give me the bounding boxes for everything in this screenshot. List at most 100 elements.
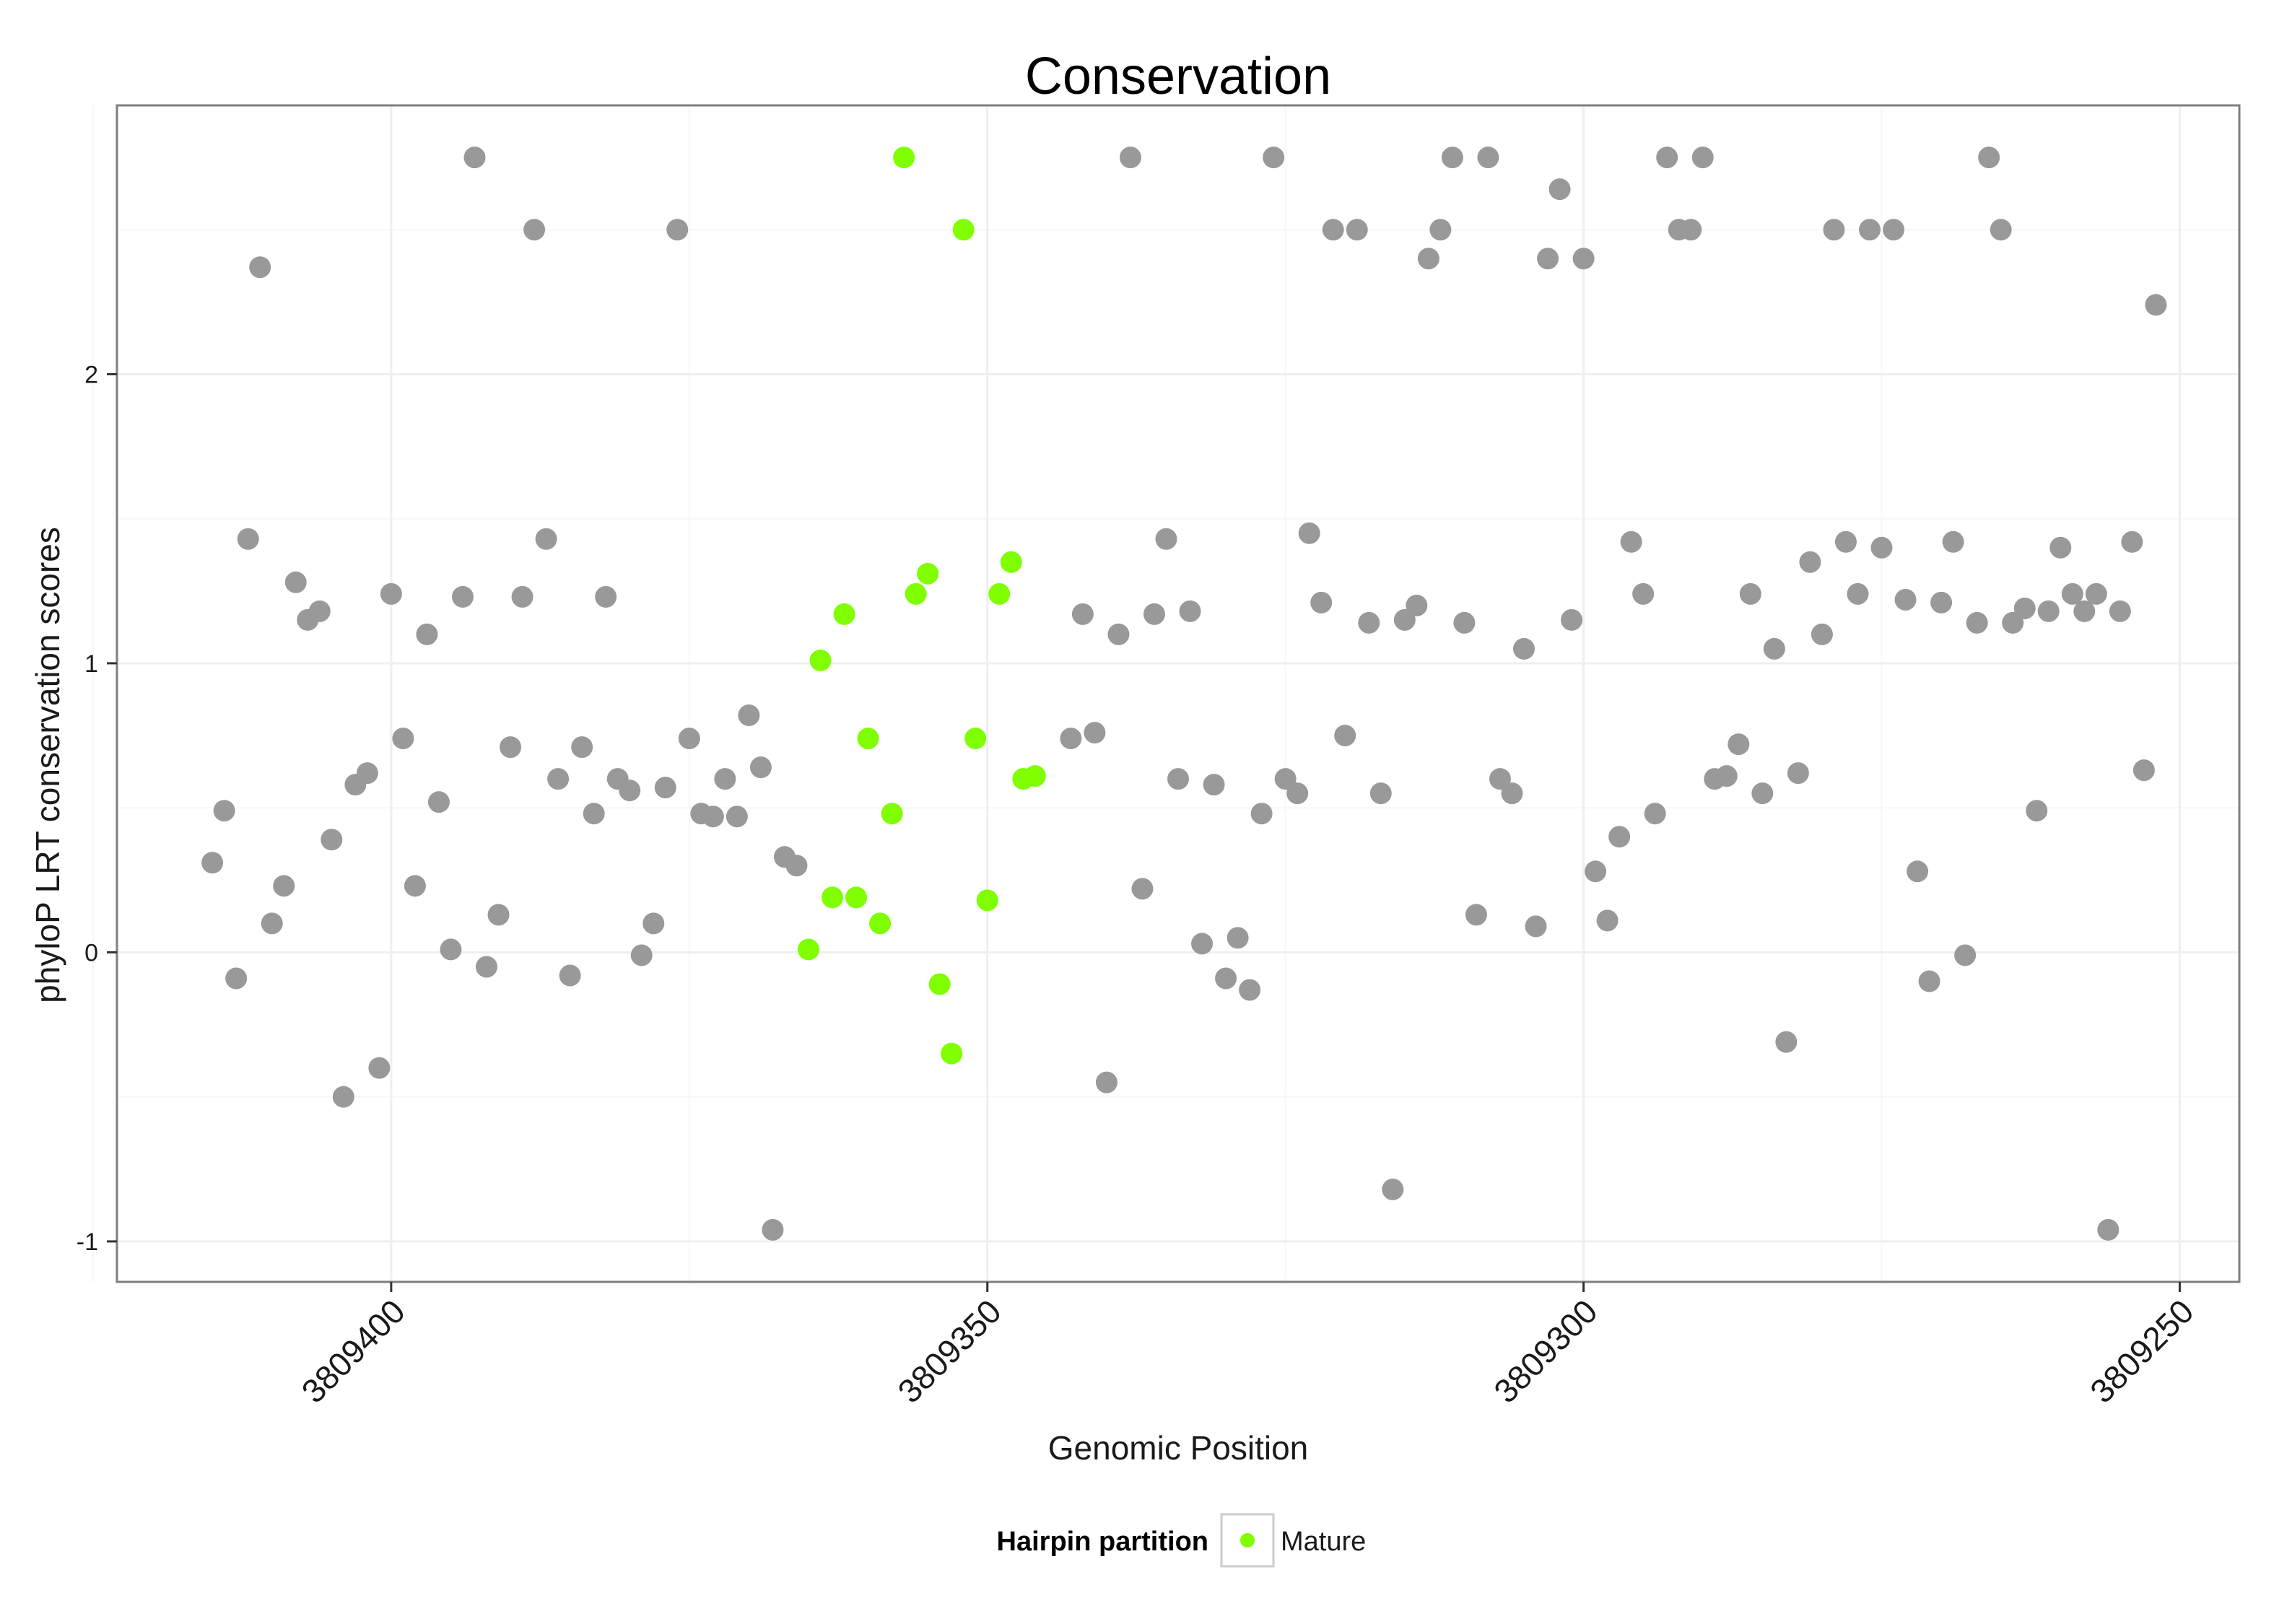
data-point [2085,582,2107,605]
data-point [1656,147,1678,169]
mature-point [809,649,832,671]
mature-point [988,582,1011,605]
data-point [2121,531,2143,553]
data-point [1334,725,1356,747]
plot-panel-background [117,105,2239,1282]
data-point [1227,927,1249,949]
data-point [702,806,724,828]
data-point [1608,826,1631,848]
data-point [273,875,295,897]
data-point [749,756,772,779]
data-point [1775,1031,1798,1053]
mature-point [822,886,844,909]
data-points [201,147,2167,1241]
data-point [451,585,474,608]
data-point [225,967,248,990]
data-point [1739,582,1761,605]
data-point [1441,147,1463,169]
plot-panel [92,104,2241,1283]
data-point [523,219,546,241]
mature-point [893,147,915,169]
data-point [1834,531,1857,553]
data-point [1585,860,1607,883]
data-point [1286,782,1309,805]
data-point [1263,147,1285,169]
data-point [1978,147,2000,169]
y-axis: -1 0 1 2 [77,361,117,1256]
data-point [1346,219,1368,241]
plot-panel-border [116,104,2241,1283]
data-point [1787,762,1809,785]
data-point [1406,594,1428,616]
data-point [595,585,617,608]
data-point [308,600,331,622]
data-point [678,728,700,750]
data-point [1060,728,1082,750]
data-point [2049,536,2072,559]
data-point [654,777,676,799]
y-tick-label: -1 [77,1228,98,1256]
data-point [1930,591,1953,614]
data-point [416,623,438,645]
data-point [1393,608,1416,631]
data-point [463,147,486,169]
data-point [1728,733,1750,756]
data-point [427,791,450,813]
data-point [380,582,402,605]
data-point [1918,970,1940,992]
data-point [630,944,653,966]
data-point [2013,597,2036,619]
data-point [1084,722,1106,744]
mature-point [928,973,951,995]
data-point [2026,800,2048,822]
data-point [1561,608,1583,631]
y-tick-label: 0 [84,939,98,966]
data-point [1632,582,1655,605]
data-point [440,938,462,961]
data-point [249,256,271,279]
x-axis-title: Genomic Position [1048,1429,1309,1467]
data-point [1680,219,1702,241]
data-point [213,800,235,822]
data-point [1119,147,1141,169]
data-point [261,912,283,935]
data-point [392,728,414,750]
data-point [1095,1071,1118,1093]
data-point [1966,611,1988,634]
data-point [2133,759,2155,782]
data-point [726,806,748,828]
data-point [1298,522,1320,544]
data-point [1894,588,1917,611]
mature-point [964,728,987,750]
data-point [1907,860,1929,883]
data-point [1215,967,1237,990]
mature-point [881,803,903,825]
data-point [1715,765,1738,787]
mature-point [857,728,879,750]
data-point [1811,623,1833,645]
chart-title: Conservation [1025,48,1331,105]
data-point [559,964,581,987]
data-point [571,736,593,759]
data-point [2073,600,2096,622]
data-point [1417,248,1439,270]
data-point [1799,551,1821,573]
mature-point [845,886,868,909]
y-tick-label: 2 [84,361,98,388]
data-point [1537,248,1559,270]
data-point [1644,803,1666,825]
mature-point [952,219,975,241]
data-point [1453,611,1476,634]
data-point [738,704,760,727]
data-point [2037,600,2060,622]
legend-title: Hairpin partition [997,1527,1208,1557]
data-point [1691,147,1714,169]
data-point [2145,294,2167,316]
data-point [1942,531,1964,553]
data-point [500,736,522,759]
legend: Hairpin partition Mature [997,1513,1366,1568]
data-point [1131,878,1154,900]
major-gridlines [117,105,2239,1282]
data-point [476,956,498,978]
data-point [1167,768,1189,790]
